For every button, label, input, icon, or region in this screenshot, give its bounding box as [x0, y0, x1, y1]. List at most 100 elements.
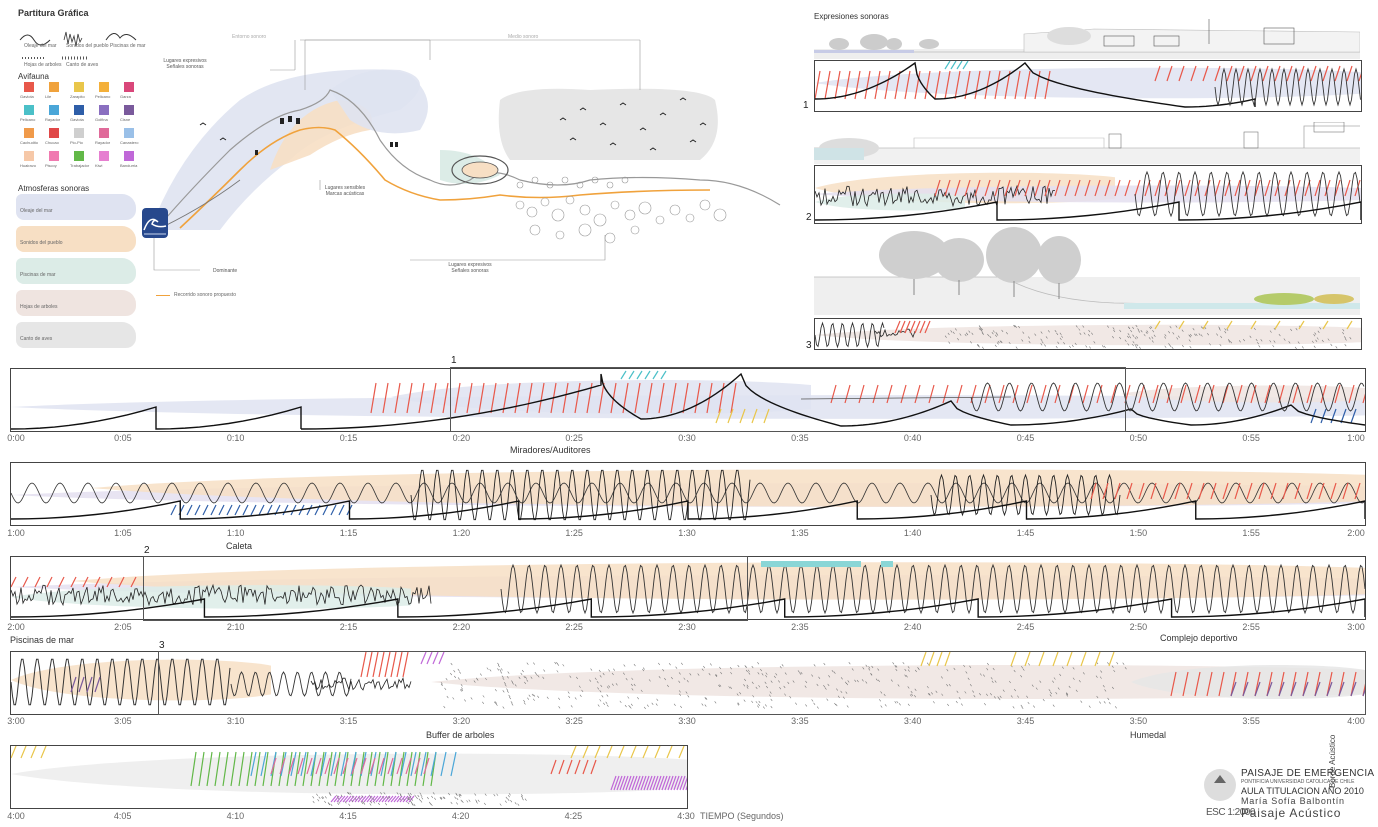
- leaf-mark: [680, 662, 683, 666]
- bird-call-mark: [566, 759, 573, 775]
- leaf-mark: [758, 700, 761, 704]
- bird-call-mark: [619, 775, 626, 791]
- leaf-mark: [531, 693, 534, 697]
- leaf-mark: [556, 661, 559, 665]
- leaf-mark: [1013, 324, 1016, 328]
- leaf-mark: [1164, 336, 1167, 339]
- bird-call-mark: [1306, 482, 1313, 500]
- leaf-mark: [1008, 680, 1011, 684]
- leaf-mark: [1071, 344, 1074, 348]
- leaf-mark: [828, 675, 831, 678]
- bird-call-mark: [438, 652, 445, 665]
- bird-call-mark: [266, 504, 273, 516]
- bird-call-mark: [423, 757, 430, 775]
- leaf-mark: [448, 792, 451, 796]
- bird-call-mark: [920, 652, 927, 667]
- leaf-mark: [497, 664, 500, 668]
- bird-call-mark: [1298, 320, 1305, 330]
- leaf-mark: [709, 663, 712, 666]
- leaf-mark: [1103, 345, 1106, 348]
- leaf-mark: [972, 690, 975, 693]
- leaf-mark: [482, 695, 485, 698]
- bird-call-mark: [942, 384, 949, 404]
- leaf-mark: [969, 665, 972, 668]
- bird-call-mark: [1154, 179, 1161, 197]
- leaf-mark: [701, 703, 704, 706]
- bird-swatch: [49, 151, 59, 161]
- leaf-mark: [372, 797, 375, 801]
- leaf-mark: [460, 689, 462, 692]
- bird-call-mark: [936, 652, 943, 667]
- bird-call-mark: [994, 179, 1001, 197]
- leaf-mark: [673, 703, 676, 707]
- section-buffer: Buffer de arboles: [426, 730, 495, 740]
- leaf-mark: [678, 672, 681, 675]
- bird-call-mark: [374, 751, 381, 787]
- bird-call-mark: [1052, 652, 1059, 667]
- time-tick: 3:15: [339, 716, 358, 726]
- leaf-mark: [452, 697, 455, 700]
- atmosphere-band: [815, 193, 965, 211]
- time-tick: 1:55: [1242, 528, 1260, 538]
- leaf-mark: [1257, 342, 1260, 345]
- leaf-mark: [1031, 684, 1034, 687]
- leaf-mark: [506, 688, 509, 691]
- leaf-mark: [719, 684, 722, 687]
- bird-call-mark: [1350, 681, 1357, 697]
- leaf-mark: [994, 680, 997, 683]
- bird-call-mark: [1334, 65, 1341, 82]
- bird-call-mark: [384, 652, 391, 678]
- leaf-mark: [506, 676, 509, 679]
- bird-label: Pelicano: [95, 94, 111, 99]
- bird-call-mark: [658, 775, 665, 791]
- leaf-mark: [602, 672, 605, 676]
- leaf-mark: [781, 664, 784, 667]
- leaf-mark: [1091, 332, 1094, 335]
- bird-call-mark: [1134, 179, 1141, 197]
- time-tick: 4:10: [226, 811, 245, 821]
- bird-call-mark: [676, 775, 683, 791]
- leaf-mark: [373, 801, 376, 804]
- leaf-mark: [497, 662, 500, 666]
- leaf-mark: [1052, 704, 1055, 707]
- leaf-mark: [658, 662, 661, 666]
- leaf-mark: [1151, 340, 1154, 343]
- leaf-mark: [773, 675, 776, 679]
- leaf-mark: [460, 684, 463, 687]
- bird-call-mark: [1330, 408, 1337, 424]
- bird-call-mark: [1340, 408, 1347, 424]
- leaf-mark: [484, 677, 487, 681]
- leaf-mark: [483, 802, 486, 806]
- bird-swatch: [24, 128, 34, 138]
- time-tick: 2:00: [1347, 528, 1365, 538]
- leaf-mark: [446, 695, 449, 699]
- leaf-mark: [454, 675, 457, 679]
- bird-call-mark: [574, 759, 581, 775]
- leaf-mark: [743, 699, 746, 702]
- leaf-mark: [957, 338, 960, 341]
- callout-sensibles: Lugares sensibles Marcas acústicas: [324, 185, 366, 197]
- bird-call-mark: [625, 775, 632, 791]
- bird-call-mark: [186, 504, 193, 516]
- time-tick: 1:05: [114, 528, 132, 538]
- leaf-mark: [770, 680, 773, 683]
- bird-call-mark: [642, 746, 649, 759]
- leaf-mark: [526, 662, 529, 665]
- bird-call-mark: [390, 751, 397, 777]
- time-tick: 3:20: [452, 716, 471, 726]
- time-tick: 0:45: [1016, 433, 1035, 443]
- leaf-mark: [489, 669, 492, 672]
- bird-call-mark: [387, 795, 394, 803]
- bird-call-mark: [11, 576, 17, 588]
- bird-call-mark: [369, 795, 376, 803]
- bird-call-mark: [306, 757, 313, 775]
- bird-call-mark: [594, 746, 601, 759]
- bird-call-mark: [1310, 65, 1317, 82]
- bird-call-mark: [1010, 652, 1017, 667]
- atmosphere-swatch: [16, 258, 136, 284]
- bird-call-mark: [396, 757, 403, 775]
- leaf-mark: [409, 792, 412, 796]
- leaf-mark: [316, 793, 319, 797]
- bird-call-mark: [854, 70, 861, 100]
- leaf-mark: [466, 800, 469, 803]
